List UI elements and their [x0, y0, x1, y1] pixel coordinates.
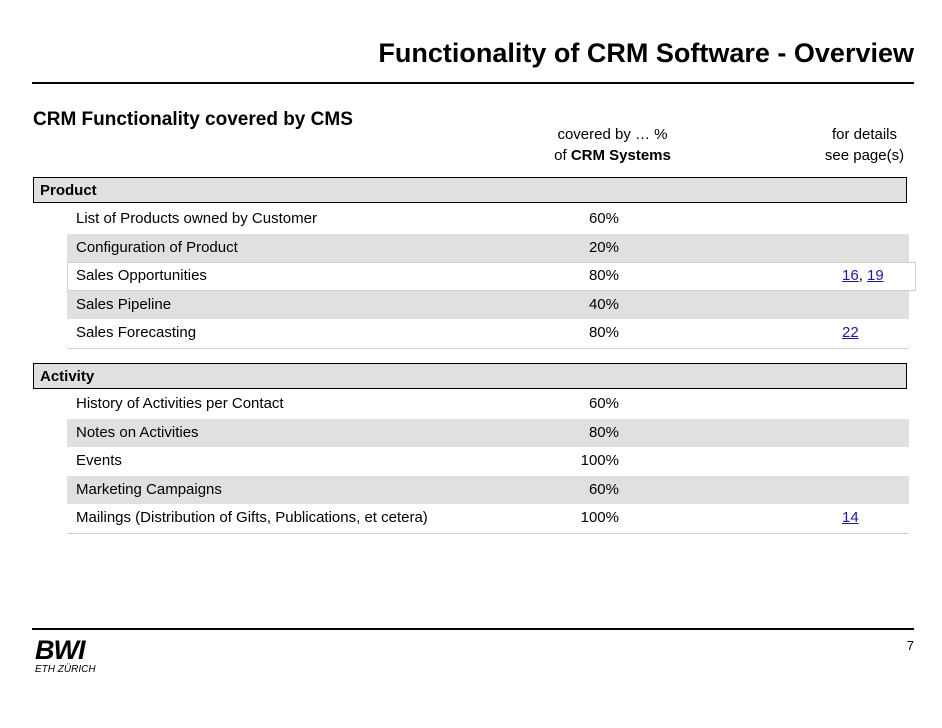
page-title: Functionality of CRM Software - Overview: [378, 38, 914, 68]
row-label: Configuration of Product: [76, 238, 238, 256]
page-link[interactable]: 19: [867, 267, 884, 284]
link-separator: ,: [858, 267, 868, 284]
page-link[interactable]: 16: [842, 267, 859, 284]
table-row: Sales Opportunities 80% 16, 19: [67, 262, 916, 291]
row-percent: 100%: [580, 452, 619, 469]
row-percent: 20%: [588, 238, 619, 256]
row-percent: 60%: [588, 480, 619, 498]
page-number: 7: [906, 638, 914, 653]
percent-header-prefix: of: [554, 147, 571, 164]
table-row: Events 100%: [67, 447, 909, 476]
row-percent: 80%: [588, 324, 619, 341]
section-header-activity: Activity: [33, 363, 907, 389]
row-label: Sales Pipeline: [76, 295, 172, 313]
table-row: List of Products owned by Customer 60%: [67, 205, 909, 234]
percent-column-header: covered by … % of CRM Systems: [540, 124, 685, 166]
page-link[interactable]: 22: [842, 324, 859, 341]
details-column-header: for details see page(s): [812, 124, 917, 166]
title-divider: [32, 82, 914, 84]
row-label: Sales Opportunities: [76, 267, 207, 284]
percent-header-line2: of CRM Systems: [540, 145, 685, 166]
row-percent: 60%: [588, 210, 619, 227]
details-header-line2: see page(s): [824, 147, 905, 164]
row-label: History of Activities per Contact: [76, 395, 284, 412]
row-page-links: 16, 19: [842, 262, 884, 290]
table-row: Configuration of Product 20%: [67, 233, 909, 262]
footer-divider: [32, 628, 914, 630]
row-percent: 40%: [588, 295, 619, 313]
table-row: History of Activities per Contact 60%: [67, 390, 909, 419]
logo-subtext: ETH ZÜRICH: [35, 663, 96, 675]
row-percent: 100%: [580, 509, 619, 526]
product-rows: List of Products owned by Customer 60% C…: [67, 205, 909, 349]
bwi-eth-logo: BWI ETH ZÜRICH: [33, 634, 113, 681]
row-label: Events: [76, 452, 122, 469]
row-label: Marketing Campaigns: [76, 480, 222, 498]
row-label: Mailings (Distribution of Gifts, Publica…: [76, 509, 428, 526]
table-row: Sales Pipeline 40%: [67, 290, 909, 319]
row-label: Sales Forecasting: [76, 324, 197, 341]
row-label: Notes on Activities: [76, 423, 199, 441]
row-page-links: 22: [842, 319, 859, 347]
row-label: List of Products owned by Customer: [76, 210, 317, 227]
percent-header-bold: CRM Systems: [570, 147, 671, 164]
row-percent: 80%: [588, 423, 619, 441]
logo-text: BWI: [35, 635, 86, 665]
percent-header-line1: covered by … %: [557, 126, 668, 143]
page-link[interactable]: 14: [842, 509, 859, 526]
activity-rows: History of Activities per Contact 60% No…: [67, 390, 909, 534]
table-row: Sales Forecasting 80% 22: [67, 319, 909, 348]
section-subtitle: CRM Functionality covered by CMS: [33, 109, 353, 130]
table-row: Notes on Activities 80%: [67, 418, 909, 447]
row-page-links: 14: [842, 504, 859, 532]
section-header-product: Product: [33, 177, 907, 203]
table-row: Mailings (Distribution of Gifts, Publica…: [67, 504, 909, 533]
row-percent: 80%: [588, 267, 619, 284]
details-header-line1: for details: [831, 126, 898, 143]
table-row: Marketing Campaigns 60%: [67, 475, 909, 504]
row-percent: 60%: [588, 395, 619, 412]
